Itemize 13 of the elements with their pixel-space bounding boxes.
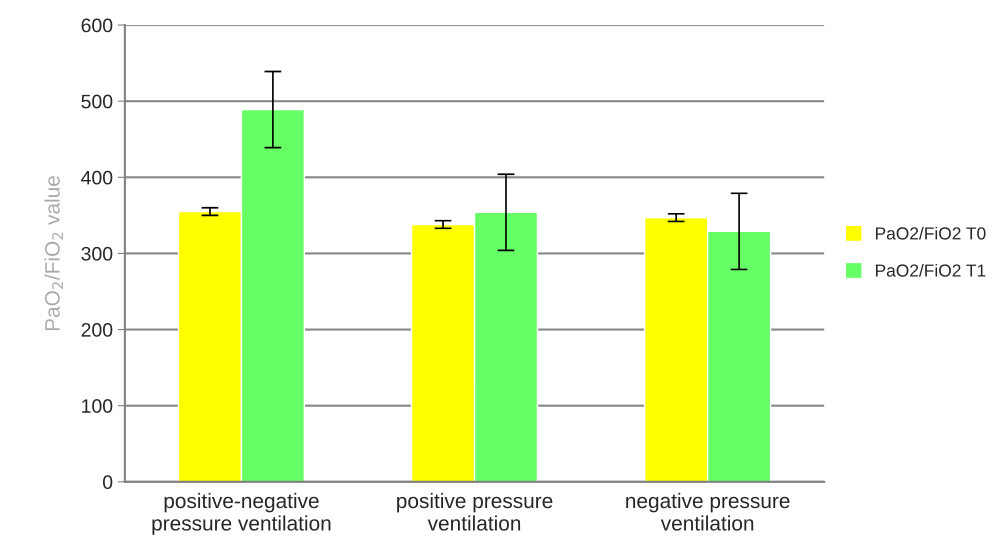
y-tick-label: 600 [82, 18, 112, 32]
y-tick-label: 200 [82, 323, 112, 337]
y-tick-label: 100 [82, 399, 112, 413]
y-tick-label: 500 [81, 94, 112, 108]
legend-label: PaO2/FiO2 T0 [876, 226, 986, 240]
y-tick-label: 0 [103, 475, 112, 490]
x-tick-label: positive pressure ventilation [397, 492, 552, 531]
y-axis-title: PaO$_{2}$/FiO$_{2}$ value [44, 176, 63, 330]
legend-label: PaO2/FiO2 T1 [876, 264, 986, 277]
x-tick-label: positive-negative pressure ventilation [152, 492, 330, 535]
y-tick-label: 400 [81, 170, 112, 185]
x-tick-label: negative pressure ventilation [626, 492, 790, 531]
y-tick-label: 300 [81, 246, 112, 261]
